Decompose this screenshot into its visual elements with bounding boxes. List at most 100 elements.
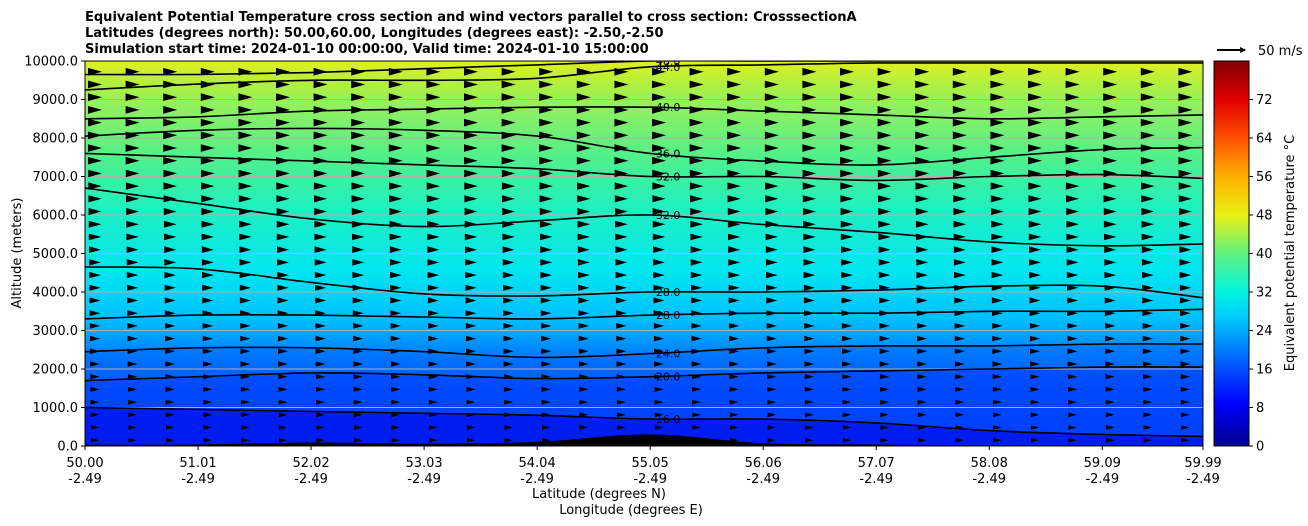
wind-vector	[465, 323, 477, 329]
wind-vector	[540, 233, 553, 241]
wind-vector	[767, 374, 777, 380]
wind-vector	[689, 67, 704, 76]
colorbar-tick-label: 64	[1256, 132, 1273, 147]
wind-vector	[803, 208, 816, 216]
wind-vector	[354, 438, 363, 443]
x-tick-label-lat: 52.02	[292, 456, 329, 471]
wind-vector	[691, 297, 703, 304]
wind-vector	[128, 399, 138, 405]
wind-vector	[315, 374, 326, 380]
wind-vector	[614, 80, 629, 89]
y-axis-label: Altitude (meters)	[10, 198, 25, 309]
wind-vector	[1103, 118, 1118, 127]
wind-vector	[1030, 425, 1040, 430]
y-tick-label: 6000.0	[33, 209, 79, 224]
wind-vector	[1104, 233, 1117, 241]
wind-vector	[1067, 374, 1078, 380]
wind-vector	[955, 412, 965, 418]
wind-vector	[504, 425, 513, 430]
wind-vector	[1065, 80, 1080, 89]
wind-vector	[277, 259, 289, 266]
wind-vector	[202, 284, 214, 291]
x-axis-label-longitude: Longitude (degrees E)	[559, 503, 703, 518]
quiver-key: 50 m/s	[1217, 44, 1303, 59]
wind-vector	[352, 297, 364, 304]
wind-vector	[840, 169, 854, 178]
wind-vector	[388, 93, 403, 101]
colorbar-tick-label: 8	[1256, 401, 1264, 416]
wind-vector	[1141, 246, 1154, 253]
colorbar-tick-label: 56	[1256, 170, 1273, 185]
wind-vector	[652, 93, 666, 101]
wind-vector	[202, 297, 214, 304]
wind-vector	[616, 335, 627, 342]
wind-vector	[879, 297, 891, 304]
wind-vector	[614, 156, 629, 165]
wind-vector	[88, 80, 102, 89]
wind-vector	[465, 297, 477, 304]
wind-vector	[578, 310, 590, 317]
wind-vector	[200, 118, 215, 127]
wind-vector	[729, 374, 739, 380]
wind-vector	[1178, 80, 1193, 89]
wind-vector	[466, 361, 476, 367]
wind-vector	[165, 335, 176, 342]
wind-vector	[353, 361, 364, 367]
wind-vector	[840, 144, 854, 152]
wind-vector	[504, 386, 514, 392]
wind-vector	[389, 233, 402, 241]
wind-vector	[316, 399, 326, 405]
wind-vector	[314, 233, 327, 241]
wind-vector	[539, 169, 553, 178]
wind-vector	[1065, 93, 1080, 101]
wind-vector	[727, 93, 742, 101]
contour-label: 44.0	[656, 61, 681, 74]
wind-vector	[803, 220, 816, 228]
wind-vector	[692, 399, 702, 405]
wind-vector	[276, 80, 290, 89]
wind-vector	[877, 67, 892, 76]
wind-vector	[728, 284, 740, 291]
wind-vector	[90, 412, 100, 418]
wind-vector	[426, 131, 441, 140]
wind-vector	[653, 259, 665, 266]
wind-vector	[653, 246, 665, 253]
wind-vector	[501, 144, 516, 152]
wind-vector	[1140, 67, 1155, 76]
wind-vector	[278, 374, 288, 380]
x-tick-label-lon: -2.49	[181, 472, 215, 487]
wind-vector	[1140, 80, 1155, 89]
wind-vector	[992, 323, 1003, 329]
wind-vector	[352, 233, 365, 241]
wind-vector	[240, 399, 250, 405]
y-tick-label: 0.0	[57, 440, 78, 455]
wind-vector	[804, 335, 815, 342]
wind-vector	[577, 182, 591, 190]
wind-vector	[915, 182, 929, 190]
wind-vector	[1103, 67, 1118, 76]
wind-vector	[353, 323, 364, 329]
wind-vector	[955, 374, 965, 380]
wind-vector	[1178, 195, 1192, 203]
wind-vector	[727, 144, 742, 152]
wind-vector	[502, 259, 515, 266]
y-tick-label: 9000.0	[33, 93, 79, 108]
wind-vector	[990, 169, 1005, 178]
wind-vector	[502, 195, 516, 203]
wind-vector	[238, 106, 253, 114]
colorbar-tick-label: 0	[1256, 440, 1264, 455]
wind-vector	[690, 271, 703, 279]
wind-vector	[727, 80, 742, 89]
wind-vector	[653, 297, 665, 304]
wind-vector	[391, 386, 401, 392]
wind-vector	[1141, 233, 1154, 241]
contour-label: 48.0	[656, 55, 681, 68]
wind-vector	[126, 220, 139, 228]
wind-vector	[616, 399, 626, 405]
wind-vector	[954, 323, 965, 329]
wind-vector	[163, 67, 178, 76]
wind-vector	[503, 284, 515, 291]
wind-vector	[427, 233, 440, 241]
wind-vector	[915, 144, 930, 152]
wind-vector	[163, 195, 177, 203]
